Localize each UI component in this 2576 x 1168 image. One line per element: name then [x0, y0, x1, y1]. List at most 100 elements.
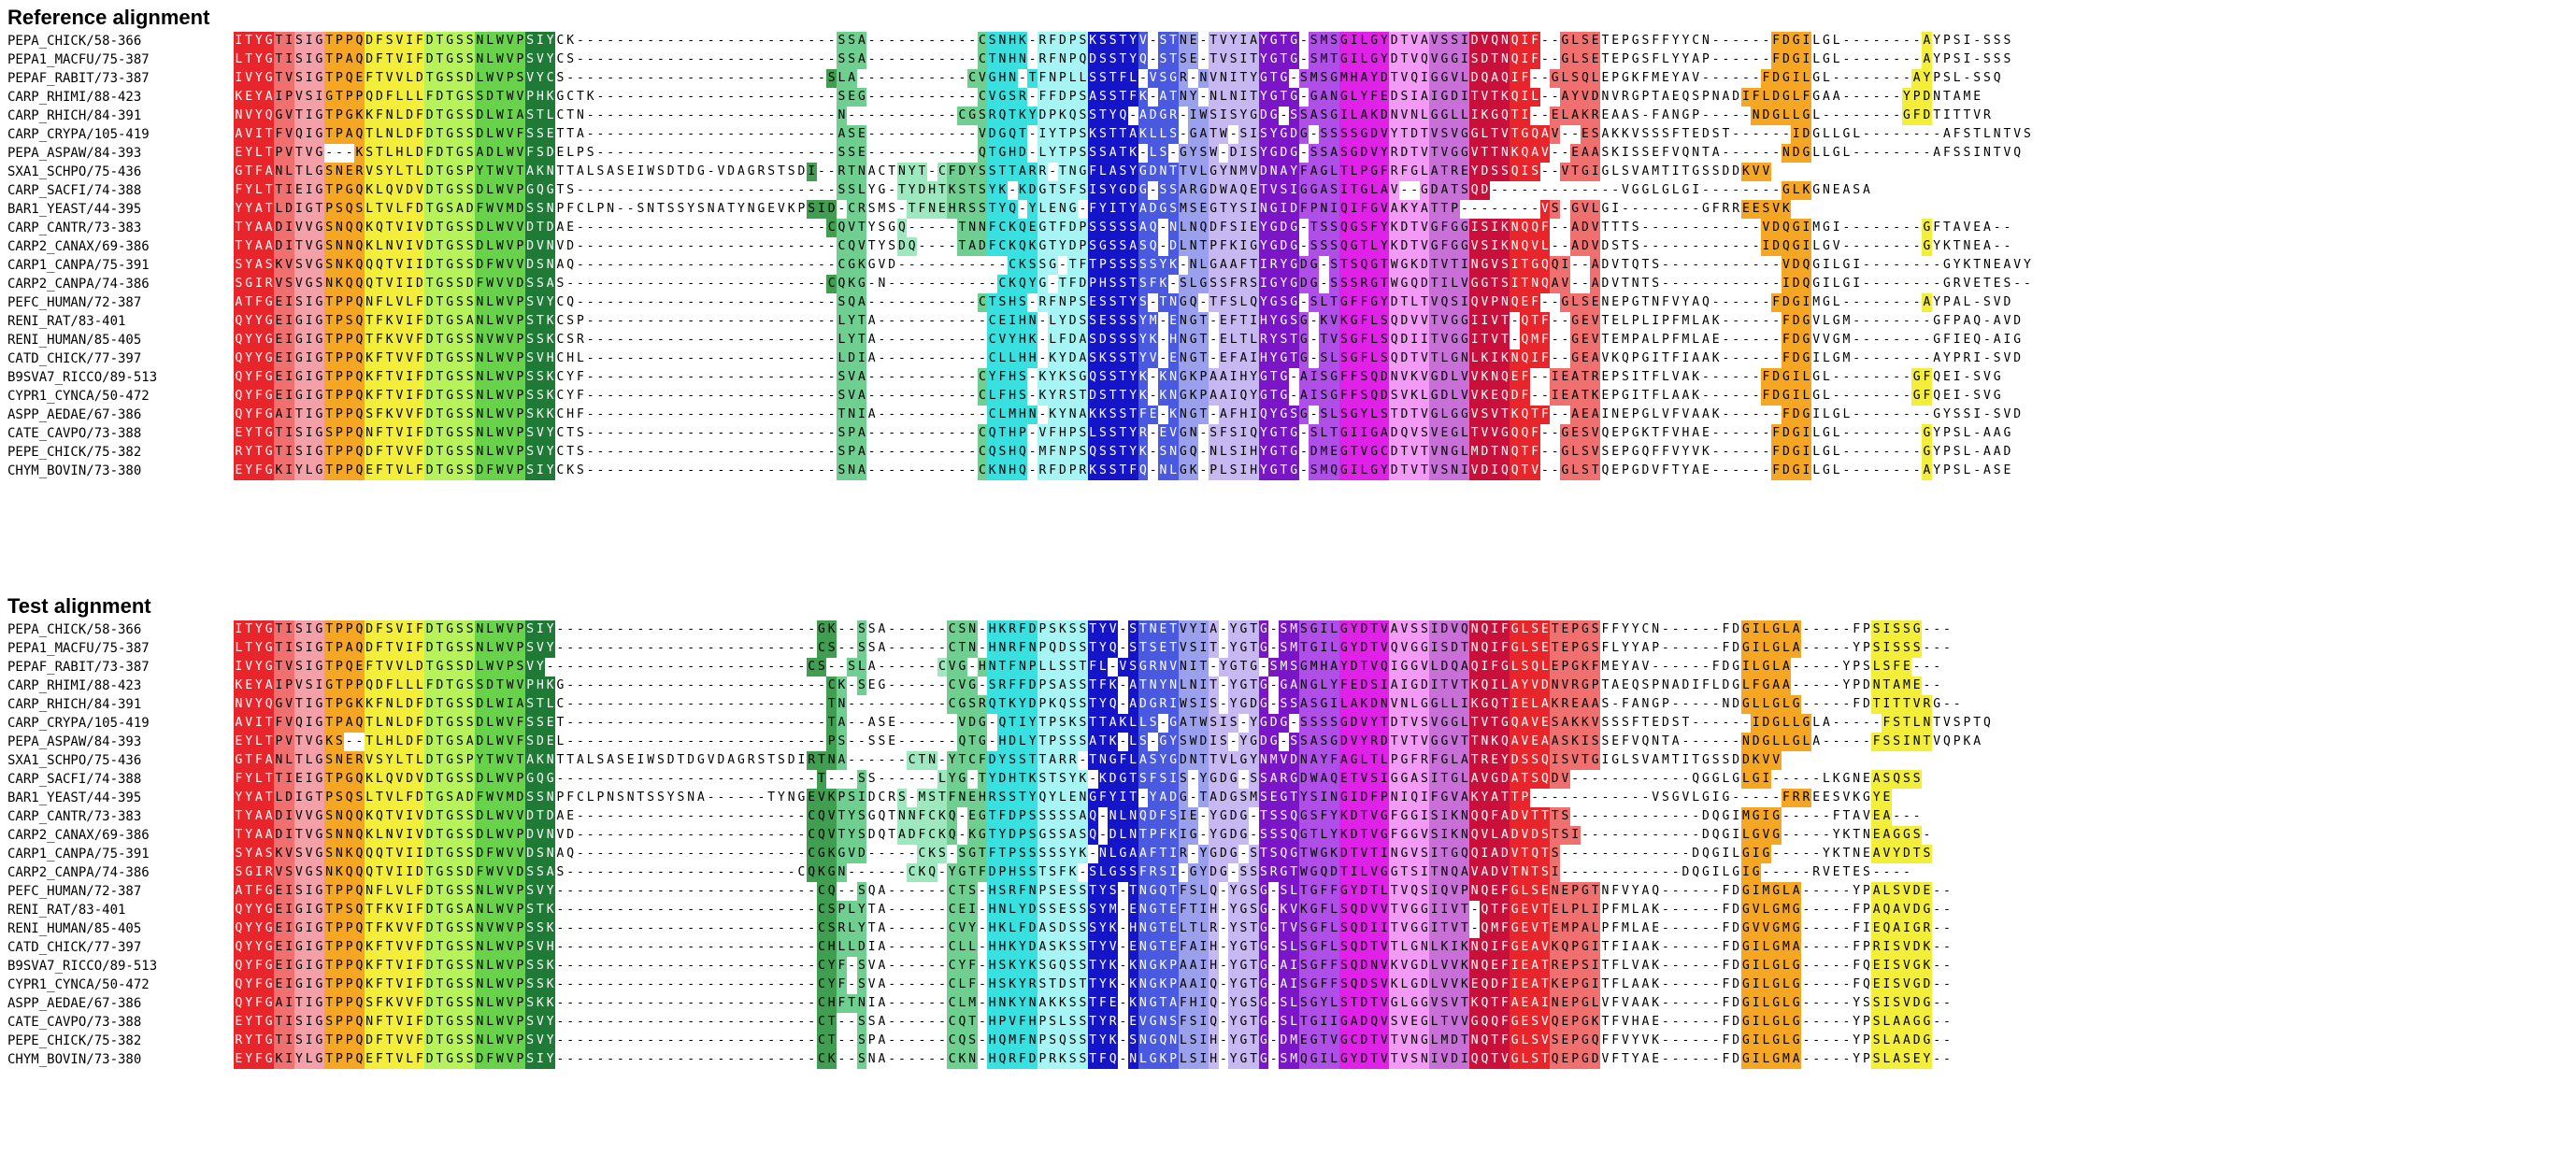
- residue-cell: P: [344, 620, 354, 639]
- residue-cell: Y: [687, 202, 695, 216]
- residue-cell: P: [1641, 90, 1650, 104]
- alignment-gap: -: [747, 445, 755, 459]
- residue-cell: D: [545, 219, 555, 237]
- alignment-gap: -: [1741, 34, 1750, 48]
- alignment-gap: -: [937, 108, 946, 122]
- residue-cell: G: [1298, 125, 1309, 144]
- alignment-gap: -: [1862, 221, 1870, 235]
- alignment-gap: -: [1711, 389, 1720, 403]
- alignment-gap: -: [616, 183, 624, 197]
- residue-cell: S: [454, 181, 465, 200]
- alignment-gap: -: [1842, 90, 1851, 104]
- alignment-gap: -: [1671, 622, 1680, 636]
- residue-cell: S: [1138, 275, 1149, 293]
- residue-cell: K: [987, 462, 997, 480]
- residue-cell: V: [1429, 424, 1439, 443]
- residue-cell: F: [1953, 127, 1961, 141]
- residue-cell: T: [1279, 424, 1289, 443]
- residue-cell: I: [304, 387, 314, 406]
- residue-cell: L: [1842, 146, 1851, 160]
- residue-cell: T: [1621, 239, 1629, 253]
- residue-cell: E: [234, 462, 244, 480]
- alignment-gap: -: [717, 678, 725, 692]
- residue-cell: T: [435, 107, 445, 125]
- residue-cell: D: [1148, 107, 1158, 125]
- alignment-gap: -: [1149, 370, 1157, 384]
- residue-cell: T: [1953, 108, 1961, 122]
- residue-cell: Q: [234, 349, 244, 368]
- alignment-gap: -: [918, 146, 926, 160]
- residue-cell: F: [374, 424, 385, 443]
- alignment-gap: -: [626, 389, 635, 403]
- residue-cell: G: [1641, 183, 1650, 197]
- residue-cell: T: [1087, 677, 1098, 695]
- alignment-gap: -: [1299, 295, 1308, 309]
- residue-cell: T: [1520, 275, 1530, 293]
- residue-cell: T: [1520, 443, 1530, 462]
- alignment-gap: -: [777, 622, 785, 636]
- residue-cell: L: [997, 349, 1008, 368]
- alignment-gap: -: [737, 314, 745, 328]
- residue-cell: A: [846, 69, 857, 88]
- alignment-gap: -: [1963, 71, 1971, 85]
- residue-cell: T: [966, 181, 978, 200]
- residue-cell: A: [556, 221, 565, 235]
- residue-cell: W: [647, 164, 655, 178]
- residue-cell: G: [264, 658, 274, 677]
- residue-cell: Q: [354, 275, 365, 293]
- residue-cell: S: [1279, 639, 1289, 658]
- residue-cell: S: [1982, 71, 1991, 85]
- alignment-gap: -: [1893, 277, 1901, 291]
- alignment-gap: -: [908, 258, 916, 272]
- alignment-gap: -: [717, 108, 725, 122]
- residue-cell: T: [293, 144, 305, 163]
- alignment-gap: -: [1149, 463, 1157, 477]
- residue-cell: Q: [1067, 107, 1078, 125]
- residue-cell: S: [1389, 387, 1399, 406]
- residue-cell: G: [1480, 275, 1490, 293]
- residue-cell: D: [1067, 237, 1078, 256]
- residue-cell: N: [1993, 127, 2001, 141]
- alignment-gap: -: [827, 407, 836, 421]
- alignment-gap: -: [797, 34, 806, 48]
- alignment-gap: -: [1982, 407, 1991, 421]
- residue-cell: N: [1057, 50, 1068, 69]
- residue-cell: G: [997, 88, 1008, 107]
- residue-cell: G: [1781, 368, 1792, 387]
- residue-cell: I: [1399, 677, 1410, 695]
- residue-cell: V: [394, 462, 405, 480]
- residue-cell: A: [1641, 164, 1650, 178]
- residue-cell: A: [1770, 677, 1782, 695]
- residue-cell: P: [1087, 275, 1098, 293]
- alignment-gap: -: [1923, 351, 1931, 365]
- alignment-gap: -: [787, 641, 795, 655]
- residue-cell: V: [1469, 406, 1480, 424]
- alignment-gap: -: [928, 314, 937, 328]
- alignment-gap: -: [687, 258, 695, 272]
- alignment-gap: -: [607, 90, 615, 104]
- residue-cell: Y: [243, 200, 254, 219]
- residue-cell: V: [1469, 387, 1480, 406]
- residue-cell: A: [856, 293, 867, 312]
- residue-cell: A: [1127, 125, 1138, 144]
- alignment-gap: -: [1701, 370, 1710, 384]
- residue-cell: T: [374, 275, 385, 293]
- residue-cell: L: [484, 443, 495, 462]
- residue-cell: I: [304, 69, 314, 88]
- residue-cell: D: [465, 275, 475, 293]
- alignment-gap: -: [1661, 641, 1669, 655]
- alignment-gap: -: [1701, 258, 1710, 272]
- residue-cell: T: [274, 50, 284, 69]
- sequence-name: PEPAF_RABIT/73-387: [7, 660, 150, 675]
- alignment-gap: -: [607, 239, 615, 253]
- residue-cell: T: [1198, 349, 1209, 368]
- residue-cell: C: [987, 406, 997, 424]
- alignment-gap: -: [616, 370, 624, 384]
- residue-cell: I: [1801, 462, 1811, 480]
- residue-cell: I: [1520, 32, 1530, 50]
- alignment-gap: -: [888, 660, 896, 674]
- residue-cell: V: [505, 293, 515, 312]
- residue-cell: D: [424, 424, 435, 443]
- residue-cell: T: [484, 163, 495, 181]
- residue-cell: I: [283, 237, 294, 256]
